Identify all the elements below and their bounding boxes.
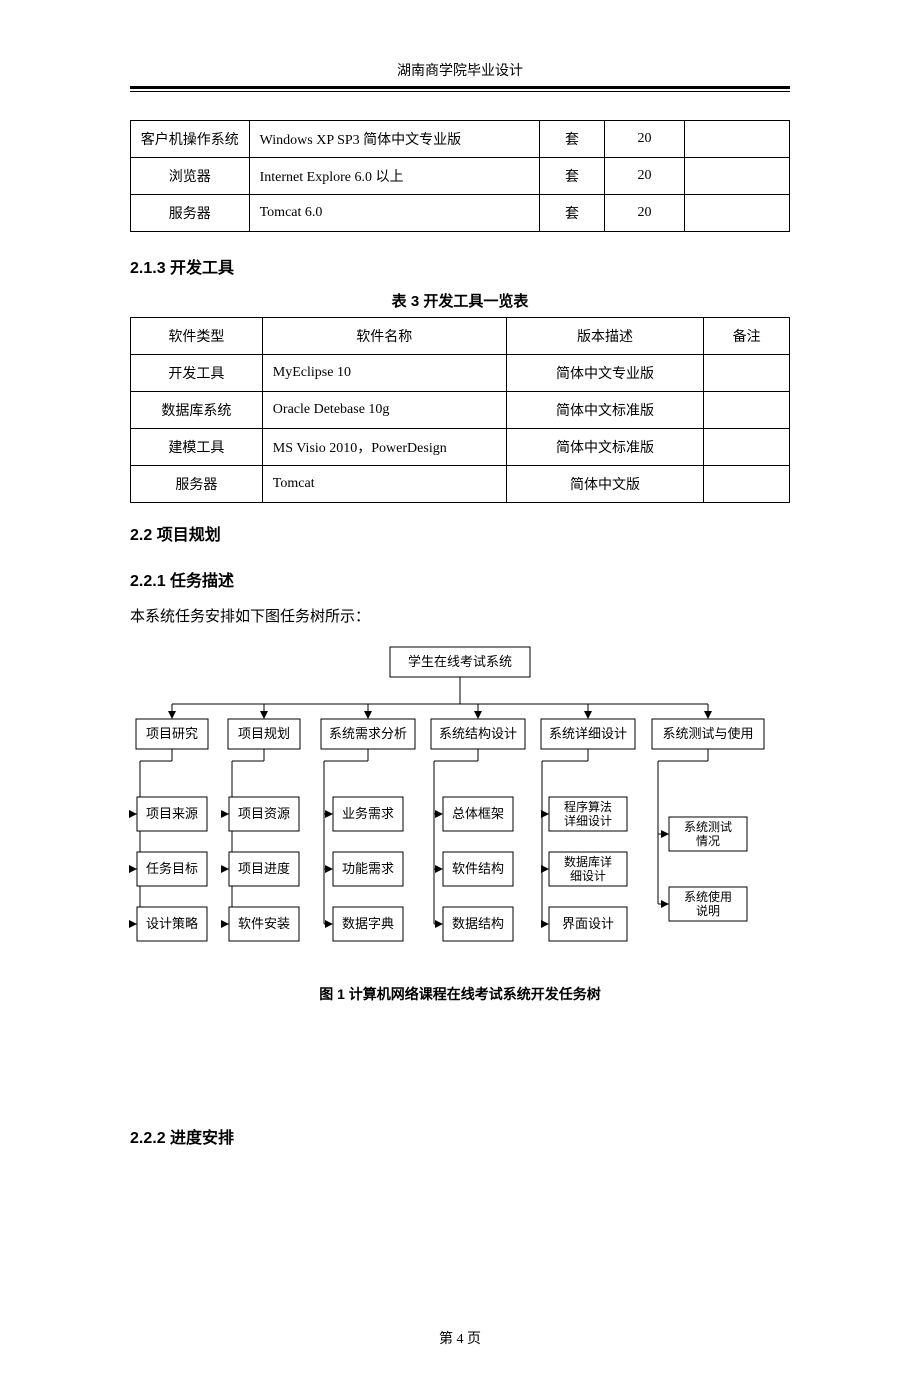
table-cell — [704, 429, 790, 466]
table-cell: 服务器 — [131, 466, 263, 503]
table-cell: 简体中文专业版 — [506, 355, 704, 392]
env-table: 客户机操作系统Windows XP SP3 简体中文专业版套20浏览器Inter… — [130, 120, 790, 232]
heading-2-2-1: 2.2.1 任务描述 — [130, 567, 790, 591]
table-cell — [684, 195, 789, 232]
table-header-row: 软件类型软件名称版本描述备注 — [131, 318, 790, 355]
table-cell: 20 — [605, 158, 684, 195]
svg-text:系统测试与使用: 系统测试与使用 — [662, 726, 753, 741]
page-header: 湖南商学院毕业设计 — [0, 60, 920, 80]
table-cell: 开发工具 — [131, 355, 263, 392]
svg-text:软件结构: 软件结构 — [452, 861, 504, 876]
svg-text:项目研究: 项目研究 — [146, 726, 198, 741]
table-row: 开发工具MyEclipse 10简体中文专业版 — [131, 355, 790, 392]
table-cell: 简体中文版 — [506, 466, 704, 503]
table-cell: MS Visio 2010，PowerDesign — [262, 429, 506, 466]
heading-2-2: 2.2 项目规划 — [130, 521, 790, 545]
table-row: 服务器Tomcat简体中文版 — [131, 466, 790, 503]
svg-text:数据字典: 数据字典 — [342, 916, 394, 931]
table-row: 服务器Tomcat 6.0套20 — [131, 195, 790, 232]
table-header-cell: 软件类型 — [131, 318, 263, 355]
table-cell — [684, 158, 789, 195]
svg-text:界面设计: 界面设计 — [562, 916, 614, 931]
svg-text:项目规划: 项目规划 — [238, 726, 290, 741]
svg-text:数据库详: 数据库详 — [564, 854, 612, 869]
table-cell: 建模工具 — [131, 429, 263, 466]
table-cell: Oracle Detebase 10g — [262, 392, 506, 429]
table-cell: MyEclipse 10 — [262, 355, 506, 392]
task-desc-text: 本系统任务安排如下图任务树所示： — [130, 605, 790, 626]
svg-text:学生在线考试系统: 学生在线考试系统 — [408, 654, 512, 669]
table-cell: 简体中文标准版 — [506, 392, 704, 429]
svg-text:项目资源: 项目资源 — [238, 806, 290, 821]
table-cell — [704, 355, 790, 392]
svg-text:业务需求: 业务需求 — [342, 806, 394, 821]
table-cell — [704, 392, 790, 429]
header-rule — [130, 86, 790, 92]
table-cell: 服务器 — [131, 195, 250, 232]
svg-text:系统测试: 系统测试 — [684, 819, 732, 834]
svg-text:程序算法: 程序算法 — [564, 799, 612, 814]
table2-caption: 表 3 开发工具一览表 — [130, 290, 790, 311]
task-tree-figure: 学生在线考试系统项目研究 项目规划 系统需求分析 系统结构设计 系统详细设计 系统测试与使… — [110, 644, 810, 974]
table-row: 建模工具MS Visio 2010，PowerDesign简体中文标准版 — [131, 429, 790, 466]
svg-text:情况: 情况 — [696, 834, 720, 848]
table-header-cell: 备注 — [704, 318, 790, 355]
table-cell: 20 — [605, 121, 684, 158]
table-cell: 简体中文标准版 — [506, 429, 704, 466]
table-row: 数据库系统Oracle Detebase 10g简体中文标准版 — [131, 392, 790, 429]
table-cell: Tomcat 6.0 — [249, 195, 539, 232]
table-cell: 套 — [539, 121, 605, 158]
svg-text:总体框架: 总体框架 — [452, 806, 504, 821]
svg-text:功能需求: 功能需求 — [342, 861, 394, 876]
table-row: 浏览器Internet Explore 6.0 以上套20 — [131, 158, 790, 195]
page-number: 第 4 页 — [0, 1328, 920, 1348]
heading-2-2-2: 2.2.2 进度安排 — [130, 1124, 790, 1148]
table-cell: Windows XP SP3 简体中文专业版 — [249, 121, 539, 158]
table-cell: Tomcat — [262, 466, 506, 503]
svg-text:详细设计: 详细设计 — [564, 813, 612, 828]
svg-text:设计策略: 设计策略 — [146, 916, 198, 931]
task-tree-svg: 学生在线考试系统项目研究 项目规划 系统需求分析 系统结构设计 系统详细设计 系统测试与使… — [110, 644, 810, 974]
svg-text:系统结构设计: 系统结构设计 — [439, 726, 517, 741]
svg-text:项目来源: 项目来源 — [146, 806, 198, 821]
table-cell: 浏览器 — [131, 158, 250, 195]
table-cell — [684, 121, 789, 158]
svg-text:说明: 说明 — [696, 903, 720, 918]
table-cell: 套 — [539, 158, 605, 195]
svg-text:软件安装: 软件安装 — [238, 916, 290, 931]
svg-text:系统详细设计: 系统详细设计 — [549, 726, 627, 741]
table-cell — [704, 466, 790, 503]
svg-text:系统需求分析: 系统需求分析 — [329, 726, 407, 741]
table-cell: Internet Explore 6.0 以上 — [249, 158, 539, 195]
svg-text:任务目标: 任务目标 — [146, 861, 198, 876]
heading-2-1-3: 2.1.3 开发工具 — [130, 254, 790, 278]
table-cell: 套 — [539, 195, 605, 232]
table-cell: 客户机操作系统 — [131, 121, 250, 158]
svg-text:细设计: 细设计 — [570, 869, 606, 883]
figure1-caption: 图 1 计算机网络课程在线考试系统开发任务树 — [130, 984, 790, 1004]
table-header-cell: 软件名称 — [262, 318, 506, 355]
table-cell: 数据库系统 — [131, 392, 263, 429]
table-header-cell: 版本描述 — [506, 318, 704, 355]
table-cell: 20 — [605, 195, 684, 232]
svg-text:项目进度: 项目进度 — [238, 861, 290, 876]
svg-text:数据结构: 数据结构 — [452, 916, 504, 931]
svg-text:系统使用: 系统使用 — [684, 889, 732, 904]
table-row: 客户机操作系统Windows XP SP3 简体中文专业版套20 — [131, 121, 790, 158]
tools-table: 软件类型软件名称版本描述备注开发工具MyEclipse 10简体中文专业版数据库… — [130, 317, 790, 503]
